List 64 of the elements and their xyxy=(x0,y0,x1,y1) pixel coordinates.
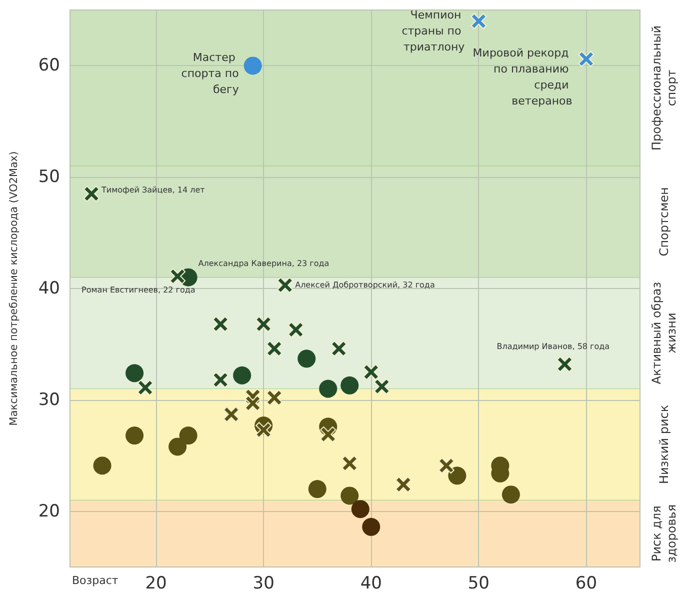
point xyxy=(288,322,304,338)
annotation: Роман Евстигнеев, 22 года xyxy=(82,286,196,295)
point xyxy=(137,380,154,396)
annotation: Алексей Добротворский, 32 года xyxy=(295,280,435,290)
band-label: Профессиональный спорт xyxy=(650,25,678,150)
x-tick-label: 40 xyxy=(360,574,382,594)
point xyxy=(351,500,370,518)
x-tick-label: 50 xyxy=(468,574,490,594)
point xyxy=(298,350,316,368)
point xyxy=(256,316,272,332)
point xyxy=(223,406,240,422)
point xyxy=(266,340,282,357)
point xyxy=(170,268,186,284)
point xyxy=(319,380,338,398)
x-tick-label: 20 xyxy=(145,574,167,594)
point xyxy=(374,378,390,395)
point xyxy=(212,316,229,332)
point xyxy=(244,56,262,75)
point xyxy=(340,376,359,394)
band-label: Низкий риск xyxy=(657,404,671,484)
annotation: Тимофей Зайцев, 14 лет xyxy=(100,185,206,194)
point xyxy=(84,186,100,202)
point xyxy=(340,486,359,505)
y-tick-label: 60 xyxy=(38,56,60,76)
band-label: Спортсмен xyxy=(657,187,671,256)
point xyxy=(126,364,144,382)
y-tick-label: 50 xyxy=(38,167,60,188)
y-tick-label: 40 xyxy=(38,278,60,298)
annotation: Мировой рекорд по плаванию среди ветеранов xyxy=(472,46,572,108)
point xyxy=(395,476,412,493)
point xyxy=(362,518,380,536)
point xyxy=(93,456,112,475)
point xyxy=(448,466,466,485)
annotation: Александра Каверина, 23 года xyxy=(198,258,330,268)
point xyxy=(266,390,282,406)
y-tick-label: 20 xyxy=(38,501,60,522)
x-axis-title: Возраст xyxy=(72,574,119,587)
point xyxy=(126,426,144,445)
point xyxy=(277,277,294,294)
point xyxy=(578,51,594,68)
point xyxy=(179,426,198,445)
point xyxy=(470,13,487,30)
point xyxy=(363,364,380,380)
y-axis-title: Максимальное потребление кислорода (VO2Max) xyxy=(8,151,20,426)
annotation: Мастер спорта по бегу xyxy=(181,51,240,96)
x-tick-label: 60 xyxy=(575,574,598,594)
annotation: Чемпион страны по триатлону xyxy=(402,8,466,54)
annotation: Владимир Иванов, 58 года xyxy=(496,342,610,351)
point xyxy=(256,422,272,438)
point xyxy=(233,366,252,384)
point xyxy=(438,458,454,474)
point xyxy=(502,486,520,504)
y-tick-label: 30 xyxy=(38,390,60,410)
point xyxy=(212,372,229,388)
point xyxy=(556,356,573,372)
point xyxy=(168,438,187,456)
point xyxy=(320,426,336,442)
point xyxy=(244,395,261,412)
point xyxy=(342,455,358,472)
point xyxy=(330,340,347,357)
x-tick-label: 30 xyxy=(252,574,274,594)
point xyxy=(308,480,326,498)
band-label: Риск для здоровья xyxy=(650,504,678,563)
band-label: Активный образ жизни xyxy=(650,282,678,384)
